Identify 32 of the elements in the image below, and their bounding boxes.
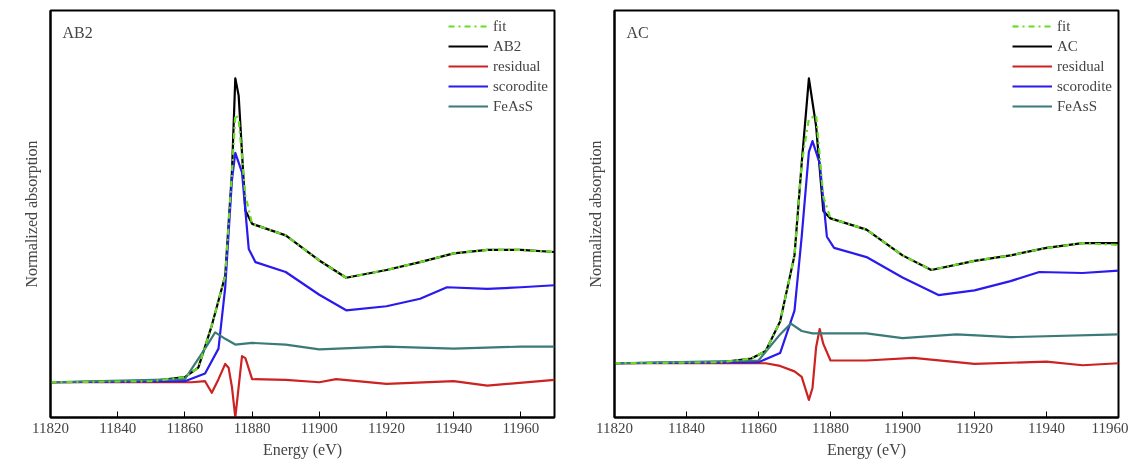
x-tick-label: 11960 <box>1091 419 1129 436</box>
x-tick-label: 11940 <box>1028 419 1065 436</box>
x-tick-label: 11860 <box>740 419 777 436</box>
legend-label: fit <box>493 17 508 35</box>
x-tick-label: 11940 <box>435 419 473 436</box>
x-tick-label: 11840 <box>99 419 137 436</box>
legend-label: FeAsS <box>1057 97 1098 115</box>
x-tick-label: 11860 <box>166 419 204 436</box>
x-tick-label: 11840 <box>668 419 705 436</box>
legend-label: scorodite <box>493 77 548 95</box>
x-tick-label: 11920 <box>956 419 993 436</box>
x-axis-title: Energy (eV) <box>826 440 907 459</box>
legend-label: residual <box>1057 57 1105 75</box>
legend-label: residual <box>493 57 541 75</box>
legend-label: AB2 <box>493 37 522 55</box>
x-tick-label: 11880 <box>233 419 271 436</box>
x-tick-label: 11820 <box>596 419 633 436</box>
y-axis-title: Normalized absorption <box>586 140 605 288</box>
chart-title: AB2 <box>62 23 93 41</box>
x-tick-label: 11920 <box>368 419 405 436</box>
x-axis-title: Energy (eV) <box>262 440 343 459</box>
y-axis-title: Normalized absorption <box>22 140 41 288</box>
x-tick-label: 11900 <box>300 419 338 436</box>
x-tick-label: 11900 <box>884 419 921 436</box>
legend-label: scorodite <box>1057 77 1112 95</box>
legend-label: FeAsS <box>493 97 534 115</box>
legend-label: AC <box>1057 37 1078 55</box>
x-tick-label: 11820 <box>32 419 69 436</box>
chart-title: AC <box>626 23 649 41</box>
x-tick-label: 11960 <box>502 419 540 436</box>
legend-label: fit <box>1057 17 1072 35</box>
x-tick-label: 11880 <box>812 419 849 436</box>
